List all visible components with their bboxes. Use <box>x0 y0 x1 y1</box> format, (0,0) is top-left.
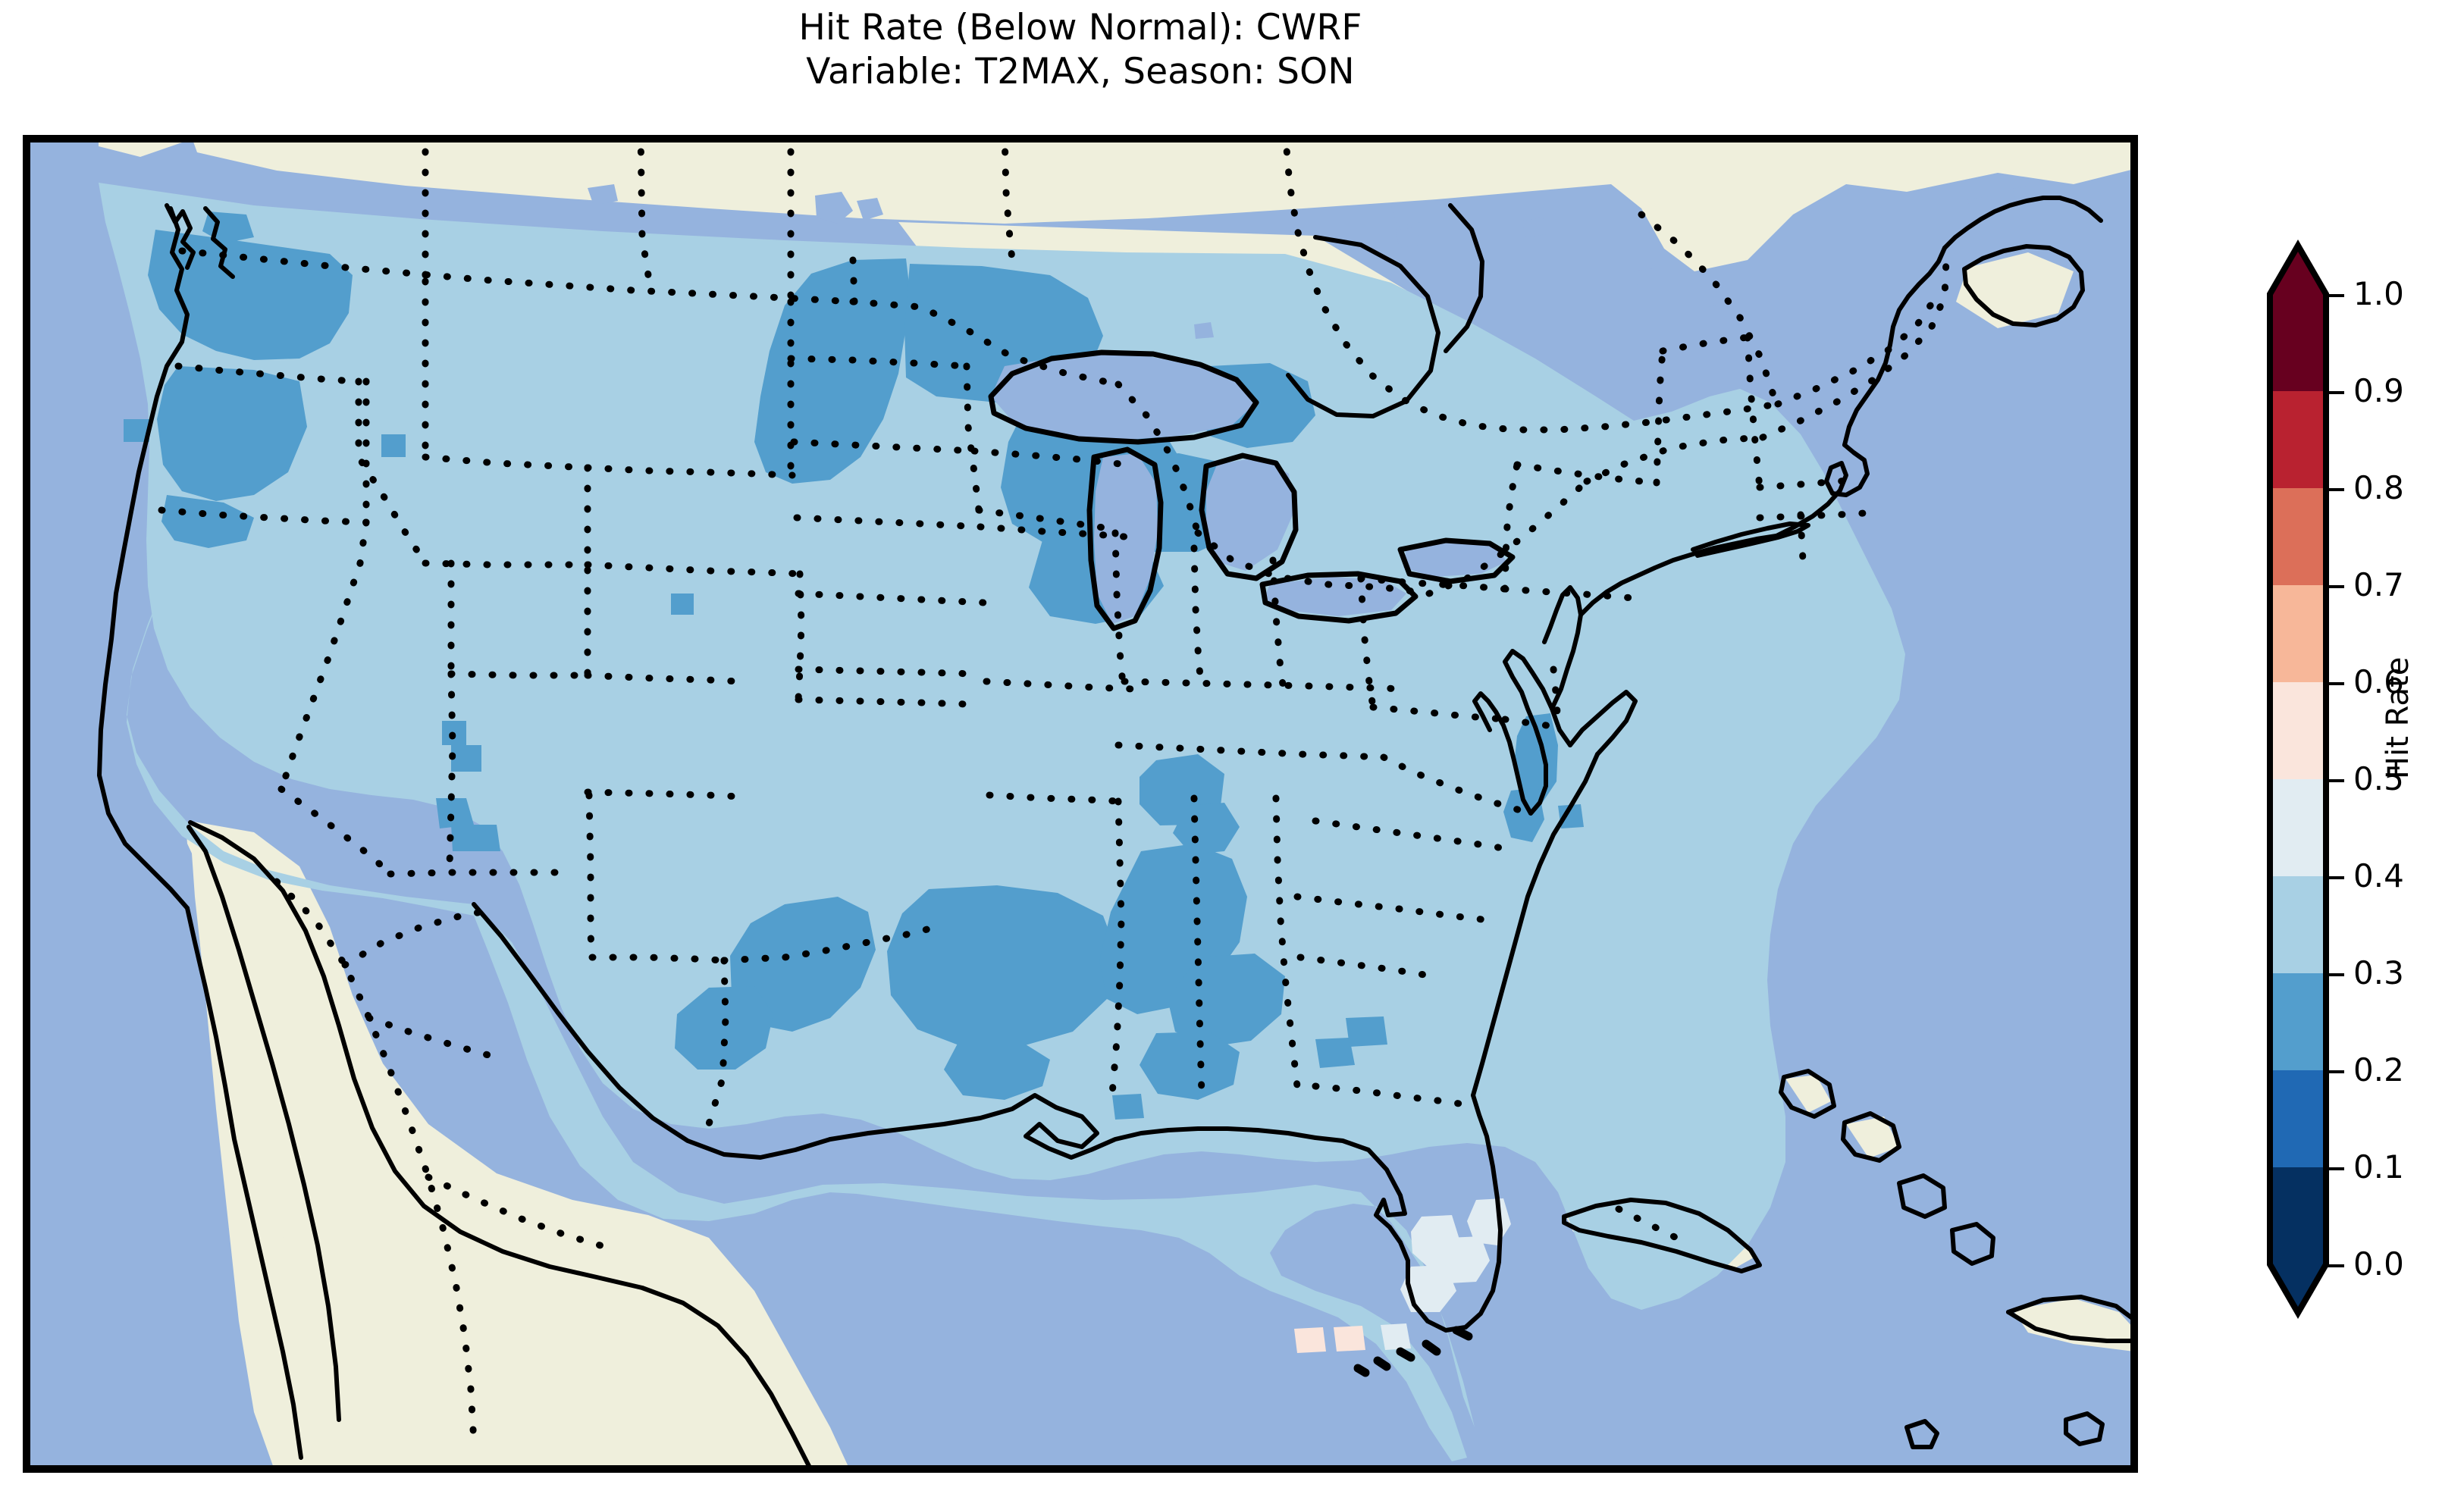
colorbar-band-0p2-0p3 <box>2270 973 2326 1070</box>
colorbar-tick-mark <box>2328 488 2344 491</box>
colorbar-tick-label: 1.0 <box>2353 275 2404 312</box>
colorbar-axis-label: Hit Rate <box>2381 656 2415 779</box>
title-line-1: Hit Rate (Below Normal): CWRF <box>798 7 1362 49</box>
colorbar-band-0p3-0p4 <box>2270 876 2326 973</box>
map-heatmap-canvas <box>27 139 2134 1469</box>
state-borders <box>158 139 1950 1446</box>
colorbar-tick-label: 0.9 <box>2353 372 2404 409</box>
colorbar-band-0p4-0p5 <box>2270 779 2326 876</box>
bahamas-landmass-2 <box>1846 1117 1899 1158</box>
colorbar-tick-mark <box>2328 585 2344 588</box>
colorbar-band-0p5-0p6 <box>2270 682 2326 779</box>
colorbar-band-0p6-0p7 <box>2270 585 2326 682</box>
colorbar-band-0p0-0p1 <box>2270 1167 2326 1264</box>
colorbar-tick-group: 1.0 0.9 0.8 0.7 0.6 0.5 0.4 0.3 0.2 0.1 … <box>2328 244 2464 1314</box>
colorbar-tick-mark <box>2328 779 2344 782</box>
colorbar-tick-label: 0.8 <box>2353 469 2404 506</box>
colorbar-tick-mark <box>2328 391 2344 394</box>
colorbar-tick-label: 0.5 <box>2353 760 2404 797</box>
colorbar-tick-label: 0.4 <box>2353 857 2404 894</box>
data-cells-0p4-0p5 <box>1381 1198 1511 1350</box>
canada-landmass <box>99 139 196 157</box>
colorbar[interactable]: 1.0 0.9 0.8 0.7 0.6 0.5 0.4 0.3 0.2 0.1 … <box>2267 240 2404 1319</box>
colorbar-band-0p7-0p8 <box>2270 488 2326 585</box>
colorbar-tick-mark <box>2328 1167 2344 1170</box>
colorbar-band-0p8-0p9 <box>2270 391 2326 488</box>
coastlines <box>97 196 2134 1469</box>
data-cells-0p5-0p6 <box>1294 1326 1365 1353</box>
map-axes[interactable] <box>23 135 2138 1473</box>
colorbar-tick-mark <box>2328 682 2344 685</box>
colorbar-under-arrow <box>2270 1264 2326 1313</box>
continent-outline <box>988 349 1516 631</box>
colorbar-outline <box>2267 240 2329 1319</box>
colorbar-swatches <box>2267 240 2329 1319</box>
colorbar-tick-mark <box>2328 1070 2344 1073</box>
colorbar-tick-label: 0.7 <box>2353 566 2404 603</box>
colorbar-tick-label: 0.0 <box>2353 1245 2404 1283</box>
colorbar-tick-label: 0.6 <box>2353 663 2404 700</box>
colorbar-band-0p9-1p0 <box>2270 294 2326 391</box>
figure-title: Hit Rate (Below Normal): CWRF Variable: … <box>0 6 2161 94</box>
colorbar-tick-mark <box>2328 294 2344 297</box>
mexico-landmass <box>190 821 850 1469</box>
colorbar-band-0p1-0p2 <box>2270 1070 2326 1167</box>
baja-california-landmass <box>186 825 341 1427</box>
colorbar-tick-mark <box>2328 876 2344 879</box>
colorbar-tick-mark <box>2328 1264 2344 1267</box>
hispaniola-landmass <box>2013 1298 2134 1351</box>
colorbar-tick-label: 0.2 <box>2353 1051 2404 1088</box>
canada-land <box>192 139 2134 271</box>
colorbar-tick-label: 0.1 <box>2353 1148 2404 1185</box>
colorbar-over-arrow <box>2270 246 2326 294</box>
great-lakes <box>588 184 2037 624</box>
bahamas-landmass <box>1785 1075 1831 1113</box>
title-line-2: Variable: T2MAX, Season: SON <box>806 51 1355 92</box>
colorbar-tick-mark <box>2328 973 2344 976</box>
colorbar-tick-label: 0.3 <box>2353 954 2404 991</box>
